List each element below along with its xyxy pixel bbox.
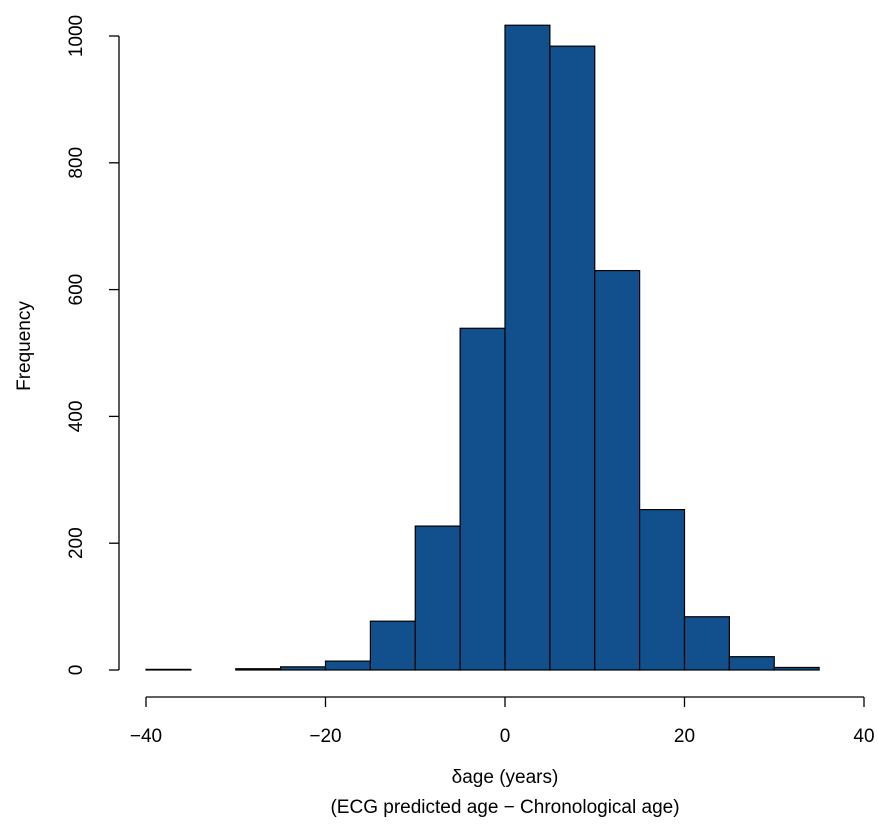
x-tick-label: −20 bbox=[309, 726, 341, 747]
histogram-bar bbox=[639, 508, 686, 671]
x-axis-title: δage (years) bbox=[452, 767, 559, 788]
x-tick-label: 20 bbox=[674, 726, 695, 747]
y-tick-label: 600 bbox=[66, 274, 87, 306]
histogram-bar bbox=[414, 525, 461, 671]
histogram-bar bbox=[728, 656, 775, 671]
y-tick-label: 800 bbox=[66, 147, 87, 179]
x-axis: −40 −20 0 20 40 bbox=[130, 696, 875, 747]
histogram-bars bbox=[145, 24, 820, 671]
histogram-bar bbox=[280, 666, 327, 671]
histogram-bar bbox=[324, 660, 371, 671]
y-axis-title: Frequency bbox=[14, 301, 35, 391]
y-tick-label: 400 bbox=[66, 401, 87, 433]
x-tick-label: 40 bbox=[853, 726, 874, 747]
x-axis-subtitle: (ECG predicted age − Chronological age) bbox=[330, 797, 679, 818]
histogram-bar bbox=[773, 666, 820, 671]
x-tick-label: 0 bbox=[500, 726, 511, 747]
histogram-bar bbox=[145, 668, 192, 671]
y-tick-label: 0 bbox=[66, 665, 87, 676]
histogram-bar bbox=[504, 24, 551, 671]
x-tick-label: −40 bbox=[130, 726, 162, 747]
histogram-bar bbox=[594, 269, 641, 671]
y-axis: 0 200 400 600 800 1000 bbox=[66, 15, 120, 676]
histogram-bar bbox=[683, 616, 730, 671]
y-tick-label: 1000 bbox=[66, 15, 87, 57]
histogram-bar bbox=[369, 620, 416, 671]
histogram-bar bbox=[235, 668, 282, 671]
y-tick-label: 200 bbox=[66, 527, 87, 559]
histogram-bar bbox=[549, 45, 596, 671]
histogram-bar bbox=[459, 327, 506, 671]
